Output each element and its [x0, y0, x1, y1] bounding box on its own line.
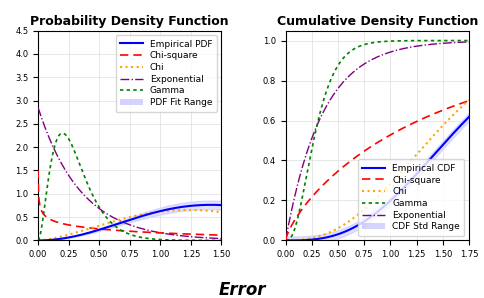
Gamma [433, 39, 439, 42]
Gamma [135, 235, 140, 238]
Exponential [466, 40, 472, 44]
Line: Empirical PDF: Empirical PDF [38, 205, 221, 240]
Chi [371, 199, 377, 202]
Exponential [371, 57, 377, 60]
Line: Gamma: Gamma [38, 133, 221, 240]
Empirical CDF [433, 151, 439, 154]
Chi [283, 239, 288, 242]
Chi-square [122, 229, 128, 233]
Exponential [122, 221, 128, 225]
Empirical CDF [370, 214, 376, 217]
Gamma [392, 39, 398, 43]
Empirical CDF [462, 119, 468, 123]
Chi-square [123, 229, 129, 233]
Chi-square [35, 169, 41, 172]
Chi [123, 216, 129, 220]
Chi [35, 239, 41, 242]
Empirical PDF [144, 213, 150, 216]
Chi-square [466, 99, 472, 103]
Gamma [382, 40, 388, 43]
Chi [392, 177, 398, 181]
Chi-square [462, 100, 468, 104]
Empirical PDF [185, 204, 191, 208]
Exponential [382, 52, 388, 56]
Empirical PDF [35, 239, 41, 242]
Gamma [283, 239, 288, 242]
Chi-square [218, 233, 224, 237]
Chi-square [214, 233, 220, 237]
Line: Chi-square: Chi-square [286, 101, 469, 240]
Chi [185, 208, 191, 212]
Chi [370, 200, 376, 204]
Line: Gamma: Gamma [286, 41, 469, 240]
Gamma [462, 39, 468, 42]
Chi [214, 210, 220, 213]
Empirical PDF [122, 220, 128, 223]
Gamma [35, 239, 41, 242]
Legend: Empirical CDF, Chi-square, Chi, Gamma, Exponential, CDF Std Range: Empirical CDF, Chi-square, Chi, Gamma, E… [358, 159, 465, 236]
Gamma [60, 131, 65, 135]
Title: Probability Density Function: Probability Density Function [30, 15, 229, 28]
Exponential [35, 106, 41, 109]
Chi [144, 212, 150, 215]
Empirical PDF [135, 216, 140, 219]
Empirical CDF [283, 239, 288, 242]
Exponential [370, 57, 376, 61]
Chi [433, 131, 439, 135]
Chi-square [371, 143, 377, 147]
Chi [186, 208, 192, 212]
Chi-square [392, 131, 398, 134]
Exponential [392, 49, 398, 52]
Chi [462, 102, 468, 106]
Empirical CDF [371, 213, 377, 216]
Empirical CDF [382, 204, 388, 207]
Chi [122, 216, 128, 220]
Chi-square [382, 136, 388, 140]
Gamma [122, 231, 128, 234]
Line: Exponential: Exponential [286, 42, 469, 240]
Chi-square [144, 230, 150, 234]
Gamma [371, 41, 377, 44]
Empirical CDF [466, 115, 472, 119]
Text: Error: Error [218, 281, 266, 298]
Legend: Empirical PDF, Chi-square, Chi, Exponential, Gamma, PDF Fit Range: Empirical PDF, Chi-square, Chi, Exponent… [116, 35, 217, 112]
Exponential [433, 42, 439, 46]
Gamma [214, 239, 220, 242]
Gamma [218, 239, 224, 242]
Gamma [186, 238, 192, 242]
Chi-square [185, 232, 191, 236]
Empirical PDF [208, 203, 213, 207]
Gamma [145, 237, 151, 240]
Gamma [370, 41, 376, 44]
Chi [382, 188, 388, 191]
Chi-square [283, 238, 288, 241]
Exponential [135, 226, 140, 229]
Chi [135, 214, 140, 217]
Chi-square [370, 144, 376, 147]
Chi [218, 210, 224, 214]
Line: Chi-square: Chi-square [38, 170, 221, 235]
Empirical PDF [123, 219, 129, 223]
Chi [466, 98, 472, 102]
Exponential [185, 235, 191, 238]
Empirical CDF [392, 195, 398, 198]
Chi-square [135, 230, 140, 234]
Title: Cumulative Density Function: Cumulative Density Function [276, 15, 478, 28]
Exponential [283, 238, 288, 242]
Exponential [144, 228, 150, 232]
Empirical PDF [214, 203, 220, 207]
Exponential [462, 40, 468, 44]
Line: Chi: Chi [286, 100, 469, 240]
Exponential [218, 237, 224, 240]
Line: Exponential: Exponential [38, 108, 221, 239]
Gamma [466, 39, 472, 42]
Empirical PDF [218, 203, 224, 207]
Gamma [124, 231, 130, 235]
Chi-square [433, 111, 439, 115]
Line: Chi: Chi [38, 210, 221, 240]
Exponential [214, 237, 220, 240]
Line: Empirical CDF: Empirical CDF [286, 117, 469, 240]
Exponential [123, 222, 129, 225]
